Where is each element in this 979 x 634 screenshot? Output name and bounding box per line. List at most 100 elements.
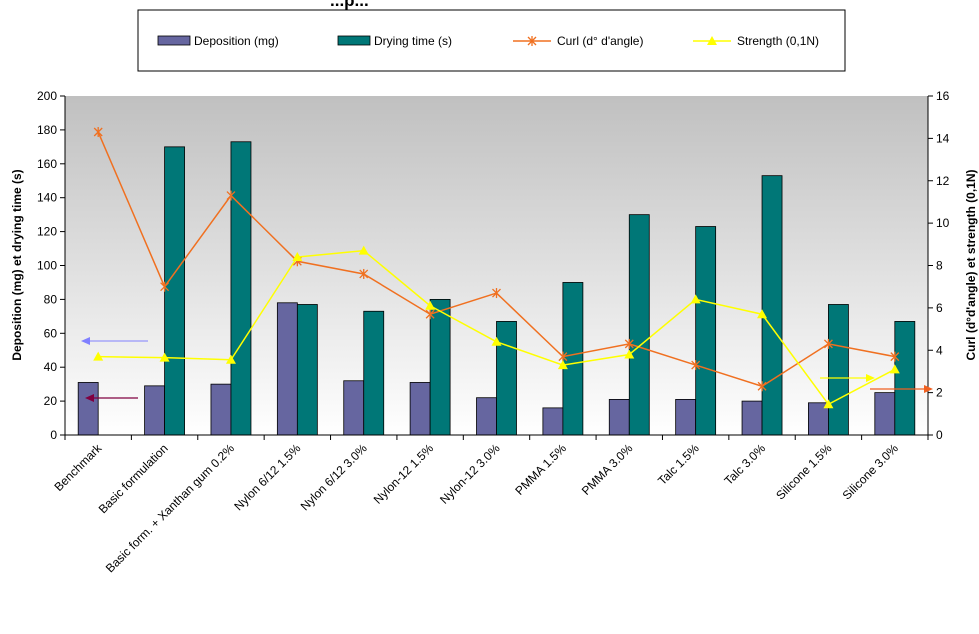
legend-item: Strength (0,1N) bbox=[693, 34, 819, 48]
bar-drying-time bbox=[894, 321, 916, 436]
y-tick-label: 0 bbox=[50, 428, 57, 442]
bar-deposition bbox=[77, 382, 99, 436]
y-tick-label: 180 bbox=[37, 123, 57, 137]
x-tick-label: Basic formulation bbox=[96, 441, 171, 516]
legend-label: Drying time (s) bbox=[374, 34, 452, 48]
bar-deposition bbox=[210, 383, 232, 436]
point-curl bbox=[93, 127, 103, 138]
arrow-left-icon bbox=[85, 394, 138, 402]
bar-drying-time bbox=[628, 214, 650, 436]
legend-item: Drying time (s) bbox=[337, 34, 452, 48]
bar-deposition bbox=[874, 392, 896, 436]
point-curl bbox=[160, 281, 170, 292]
bar-deposition bbox=[276, 302, 298, 436]
point-curl bbox=[425, 309, 435, 320]
bar-drying-time bbox=[496, 321, 517, 436]
bar-deposition bbox=[675, 399, 697, 436]
legend-swatch bbox=[157, 35, 191, 46]
y-tick-label: 20 bbox=[44, 394, 58, 408]
bar-drying-time bbox=[363, 310, 385, 436]
y2-tick-label: 0 bbox=[936, 428, 943, 442]
point-strength bbox=[93, 351, 104, 361]
legend-marker bbox=[707, 36, 717, 45]
point-curl bbox=[823, 338, 833, 349]
x-tick-label: Talc 1.5% bbox=[655, 441, 702, 488]
point-strength bbox=[823, 399, 834, 409]
x-tick-label: Nylon-12 3.0% bbox=[437, 441, 503, 507]
legend-item: Curl (d° d'angle) bbox=[513, 34, 643, 48]
y-tick-label: 120 bbox=[37, 225, 57, 239]
x-tick-label: Benchmark bbox=[51, 441, 105, 495]
x-tick-label: PMMA 1.5% bbox=[512, 441, 569, 498]
y2-tick-label: 16 bbox=[936, 89, 950, 103]
arrow-right-icon bbox=[820, 374, 875, 382]
legend-label: Deposition (mg) bbox=[194, 34, 279, 48]
x-tick-label: Silicone 1.5% bbox=[773, 441, 835, 503]
y2-tick-label: 4 bbox=[936, 343, 943, 357]
bar-deposition bbox=[608, 399, 630, 436]
legend: Deposition (mg) Drying time (s) Curl (d° d… bbox=[137, 9, 846, 72]
y-tick-label: 80 bbox=[44, 292, 58, 306]
bar-deposition bbox=[144, 385, 165, 436]
bar-drying-time bbox=[695, 226, 717, 436]
bar-deposition bbox=[542, 407, 564, 436]
point-strength bbox=[159, 352, 170, 362]
x-tick-label: Nylon 6/12 1.5% bbox=[231, 441, 303, 513]
x-tick-label: Talc 3.0% bbox=[721, 441, 768, 488]
y-tick-label: 40 bbox=[44, 360, 58, 374]
y2-tick-label: 12 bbox=[936, 174, 950, 188]
point-curl bbox=[757, 381, 767, 392]
point-strength bbox=[491, 336, 502, 346]
point-strength bbox=[292, 252, 303, 262]
y2-tick-label: 10 bbox=[936, 216, 950, 230]
point-curl bbox=[890, 351, 900, 362]
point-strength bbox=[889, 364, 900, 374]
y-tick-label: 160 bbox=[37, 157, 57, 171]
point-curl bbox=[558, 351, 568, 362]
bar-drying-time bbox=[828, 304, 849, 436]
bar-deposition bbox=[741, 400, 763, 436]
legend-label: Strength (0,1N) bbox=[737, 34, 819, 48]
point-curl bbox=[492, 288, 501, 299]
x-tick-label: Basic form. + Xanthan gum 0.2% bbox=[103, 441, 237, 575]
point-curl bbox=[359, 268, 369, 279]
y2-tick-label: 6 bbox=[936, 301, 943, 315]
y-tick-label: 140 bbox=[37, 191, 57, 205]
y2-tick-label: 14 bbox=[936, 131, 950, 145]
point-strength bbox=[358, 245, 369, 255]
point-strength bbox=[225, 354, 236, 364]
legend-marker bbox=[527, 36, 537, 46]
bar-deposition bbox=[476, 397, 497, 436]
bar-deposition bbox=[343, 380, 365, 436]
point-curl bbox=[226, 190, 236, 201]
bar-drying-time bbox=[761, 175, 783, 436]
point-strength bbox=[690, 294, 701, 304]
arrow-right-icon bbox=[870, 385, 933, 393]
legend-label: Curl (d° d'angle) bbox=[557, 34, 643, 48]
point-strength bbox=[425, 300, 436, 310]
y-tick-label: 100 bbox=[37, 259, 57, 273]
bar-drying-time bbox=[230, 141, 252, 436]
legend-swatch bbox=[337, 35, 371, 46]
y2-tick-label: 8 bbox=[936, 259, 943, 273]
point-strength bbox=[757, 309, 768, 319]
y-tick-label: 60 bbox=[44, 326, 58, 340]
legend-item: Deposition (mg) bbox=[157, 34, 279, 48]
axis-arrows bbox=[81, 337, 933, 402]
x-tick-label: Nylon 6/12 3.0% bbox=[298, 441, 370, 513]
point-curl bbox=[624, 338, 634, 349]
x-tick-label: Nylon-12 1.5% bbox=[371, 441, 437, 507]
bar-deposition bbox=[409, 382, 431, 436]
arrow-left-icon bbox=[81, 337, 148, 345]
point-curl bbox=[691, 360, 701, 371]
point-strength bbox=[557, 360, 568, 370]
bar-drying-time bbox=[296, 304, 318, 436]
x-tick-label: Silicone 3.0% bbox=[840, 441, 902, 503]
y-axis-title: Deposition (mg) et drying time (s) bbox=[10, 169, 24, 360]
bar-drying-time bbox=[429, 298, 451, 436]
bar-drying-time bbox=[164, 146, 185, 436]
x-tick-label: PMMA 3.0% bbox=[579, 441, 636, 498]
y2-axis-title: Curl (d°d'angle) et strength (0,1N) bbox=[964, 170, 978, 361]
chart-title: ...p... bbox=[330, 0, 369, 10]
